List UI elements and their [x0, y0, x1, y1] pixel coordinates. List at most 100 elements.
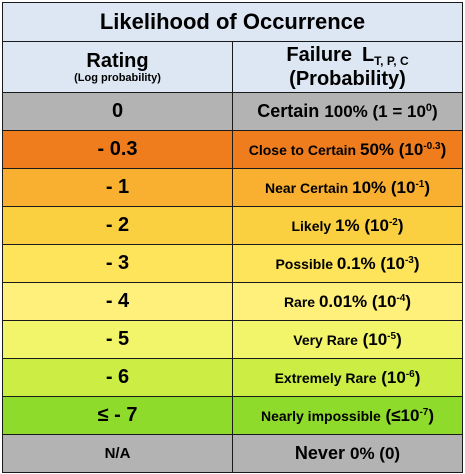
rating-cell: N/A	[2, 434, 233, 473]
rating-cell: - 2	[2, 206, 233, 245]
rating-value: - 1	[105, 176, 130, 198]
table-row: N/A Never 0% (0)	[2, 434, 463, 473]
failure-header: Failure LT, P, C (Probability)	[232, 41, 463, 93]
failure-power: (10-3)	[375, 253, 420, 273]
failure-header-subscript: T, P, C	[374, 53, 409, 68]
failure-cell: Very Rare (10-5)	[232, 320, 463, 359]
table-row: - 3 Possible 0.1% (10-3)	[2, 244, 463, 283]
failure-power-exponent: -1	[415, 178, 425, 190]
failure-power-base: (0)	[374, 444, 401, 463]
failure-header-label: Failure	[286, 43, 352, 66]
failure-power-exponent: 0	[425, 102, 433, 114]
failure-label: Certain	[257, 101, 320, 121]
failure-cell: Near Certain 10% (10-1)	[232, 168, 463, 207]
failure-cell: Rare 0.01% (10-4)	[232, 282, 463, 321]
failure-label: Near Certain	[264, 179, 349, 196]
failure-label: Very Rare	[293, 331, 358, 348]
table-row: - 0.3 Close to Certain 50% (10-0.3)	[2, 130, 463, 169]
failure-percent: 0%	[349, 444, 375, 463]
failure-power-exponent: -7	[419, 406, 429, 418]
rating-header: Rating (Log probability)	[2, 41, 233, 93]
failure-power-exponent: -6	[405, 368, 415, 380]
failure-power-close: )	[428, 405, 435, 425]
failure-cell: Possible 0.1% (10-3)	[232, 244, 463, 283]
failure-power: (10-0.3)	[394, 140, 446, 159]
table-row: - 1 Near Certain 10% (10-1)	[2, 168, 463, 207]
rating-header-label: Rating	[86, 49, 149, 72]
failure-power-close: )	[413, 253, 420, 273]
failure-power-exponent: -4	[396, 292, 406, 304]
rating-cell: ≤ - 7	[2, 396, 233, 435]
rating-cell: - 3	[2, 244, 233, 283]
table-row: ≤ - 7 Nearly impossible (≤10-7)	[2, 396, 463, 435]
failure-power-exponent: -2	[388, 216, 398, 228]
table-row: - 6 Extremely Rare (10-6)	[2, 358, 463, 397]
failure-power: (10-1)	[386, 178, 430, 197]
failure-power-base: (10	[376, 367, 406, 387]
failure-label: Nearly impossible	[260, 407, 381, 424]
failure-label: Likely	[291, 217, 332, 234]
failure-power-exponent: -3	[404, 254, 414, 266]
table-body: 0 Certain 100% (1 = 100) - 0.3 Close to Cer…	[2, 92, 463, 473]
failure-power-base: (10	[375, 253, 405, 273]
rating-value: ≤ - 7	[97, 404, 138, 426]
failure-power-base: (10	[394, 139, 424, 159]
rating-cell: - 6	[2, 358, 233, 397]
title-row: Likelihood of Occurrence	[2, 2, 463, 42]
failure-power-exponent: -0.3	[423, 140, 441, 152]
rating-cell: 0	[2, 92, 233, 131]
failure-label: Possible	[275, 255, 334, 272]
failure-power-close: )	[414, 367, 421, 387]
failure-power-base: (1 = 10	[367, 102, 426, 121]
header-row: Rating (Log probability) Failure LT, P, C…	[2, 41, 463, 93]
failure-cell: Likely 1% (10-2)	[232, 206, 463, 245]
rating-value: - 5	[105, 328, 130, 350]
rating-value: - 3	[105, 252, 130, 274]
failure-power-close: )	[396, 329, 402, 349]
failure-cell: Extremely Rare (10-6)	[232, 358, 463, 397]
failure-label: Close to Certain	[248, 141, 357, 158]
failure-cell: Nearly impossible (≤10-7)	[232, 396, 463, 435]
rating-value: - 4	[105, 290, 130, 312]
failure-cell: Close to Certain 50% (10-0.3)	[232, 130, 463, 169]
failure-header-symbol: L	[361, 43, 375, 66]
failure-power-close: )	[440, 139, 447, 159]
failure-percent: 100%	[324, 102, 368, 121]
rating-value: 0	[111, 100, 124, 122]
failure-power-base: (10	[359, 215, 389, 235]
table-row: 0 Certain 100% (1 = 100)	[2, 92, 463, 131]
rating-value: - 6	[105, 366, 130, 388]
rating-header-sub: (Log probability)	[74, 71, 161, 84]
failure-power: (0)	[374, 444, 401, 463]
failure-power: (1 = 100)	[368, 102, 438, 121]
failure-power: (10-2)	[359, 215, 404, 235]
failure-power: (10-5)	[358, 330, 402, 349]
rating-cell: - 0.3	[2, 130, 233, 169]
rating-cell: - 1	[2, 168, 233, 207]
table-row: - 5 Very Rare (10-5)	[2, 320, 463, 359]
table-row: - 2 Likely 1% (10-2)	[2, 206, 463, 245]
failure-percent: 50%	[360, 139, 395, 159]
failure-power-base: (10	[386, 177, 416, 197]
rating-value: N/A	[104, 445, 131, 462]
failure-power-close: )	[424, 177, 431, 197]
rating-value: - 2	[105, 214, 130, 236]
failure-power-close: )	[397, 215, 404, 235]
failure-label: Never	[294, 443, 345, 463]
failure-power-base: (10	[357, 329, 388, 349]
table-title: Likelihood of Occurrence	[2, 2, 463, 42]
failure-percent: 1%	[335, 215, 360, 235]
failure-percent: 0.1%	[336, 253, 376, 273]
failure-power-base: (≤10	[380, 405, 420, 425]
failure-percent: 10%	[352, 177, 387, 197]
failure-label: Rare	[283, 293, 316, 310]
failure-power-base: (10	[367, 291, 397, 311]
failure-cell: Certain 100% (1 = 100)	[232, 92, 463, 131]
failure-power-close: )	[405, 291, 412, 311]
failure-power-close: )	[432, 102, 438, 121]
failure-label: Extremely Rare	[274, 369, 377, 386]
failure-percent: 0.01%	[318, 291, 368, 311]
rating-cell: - 4	[2, 282, 233, 321]
rating-value: - 0.3	[97, 138, 138, 160]
